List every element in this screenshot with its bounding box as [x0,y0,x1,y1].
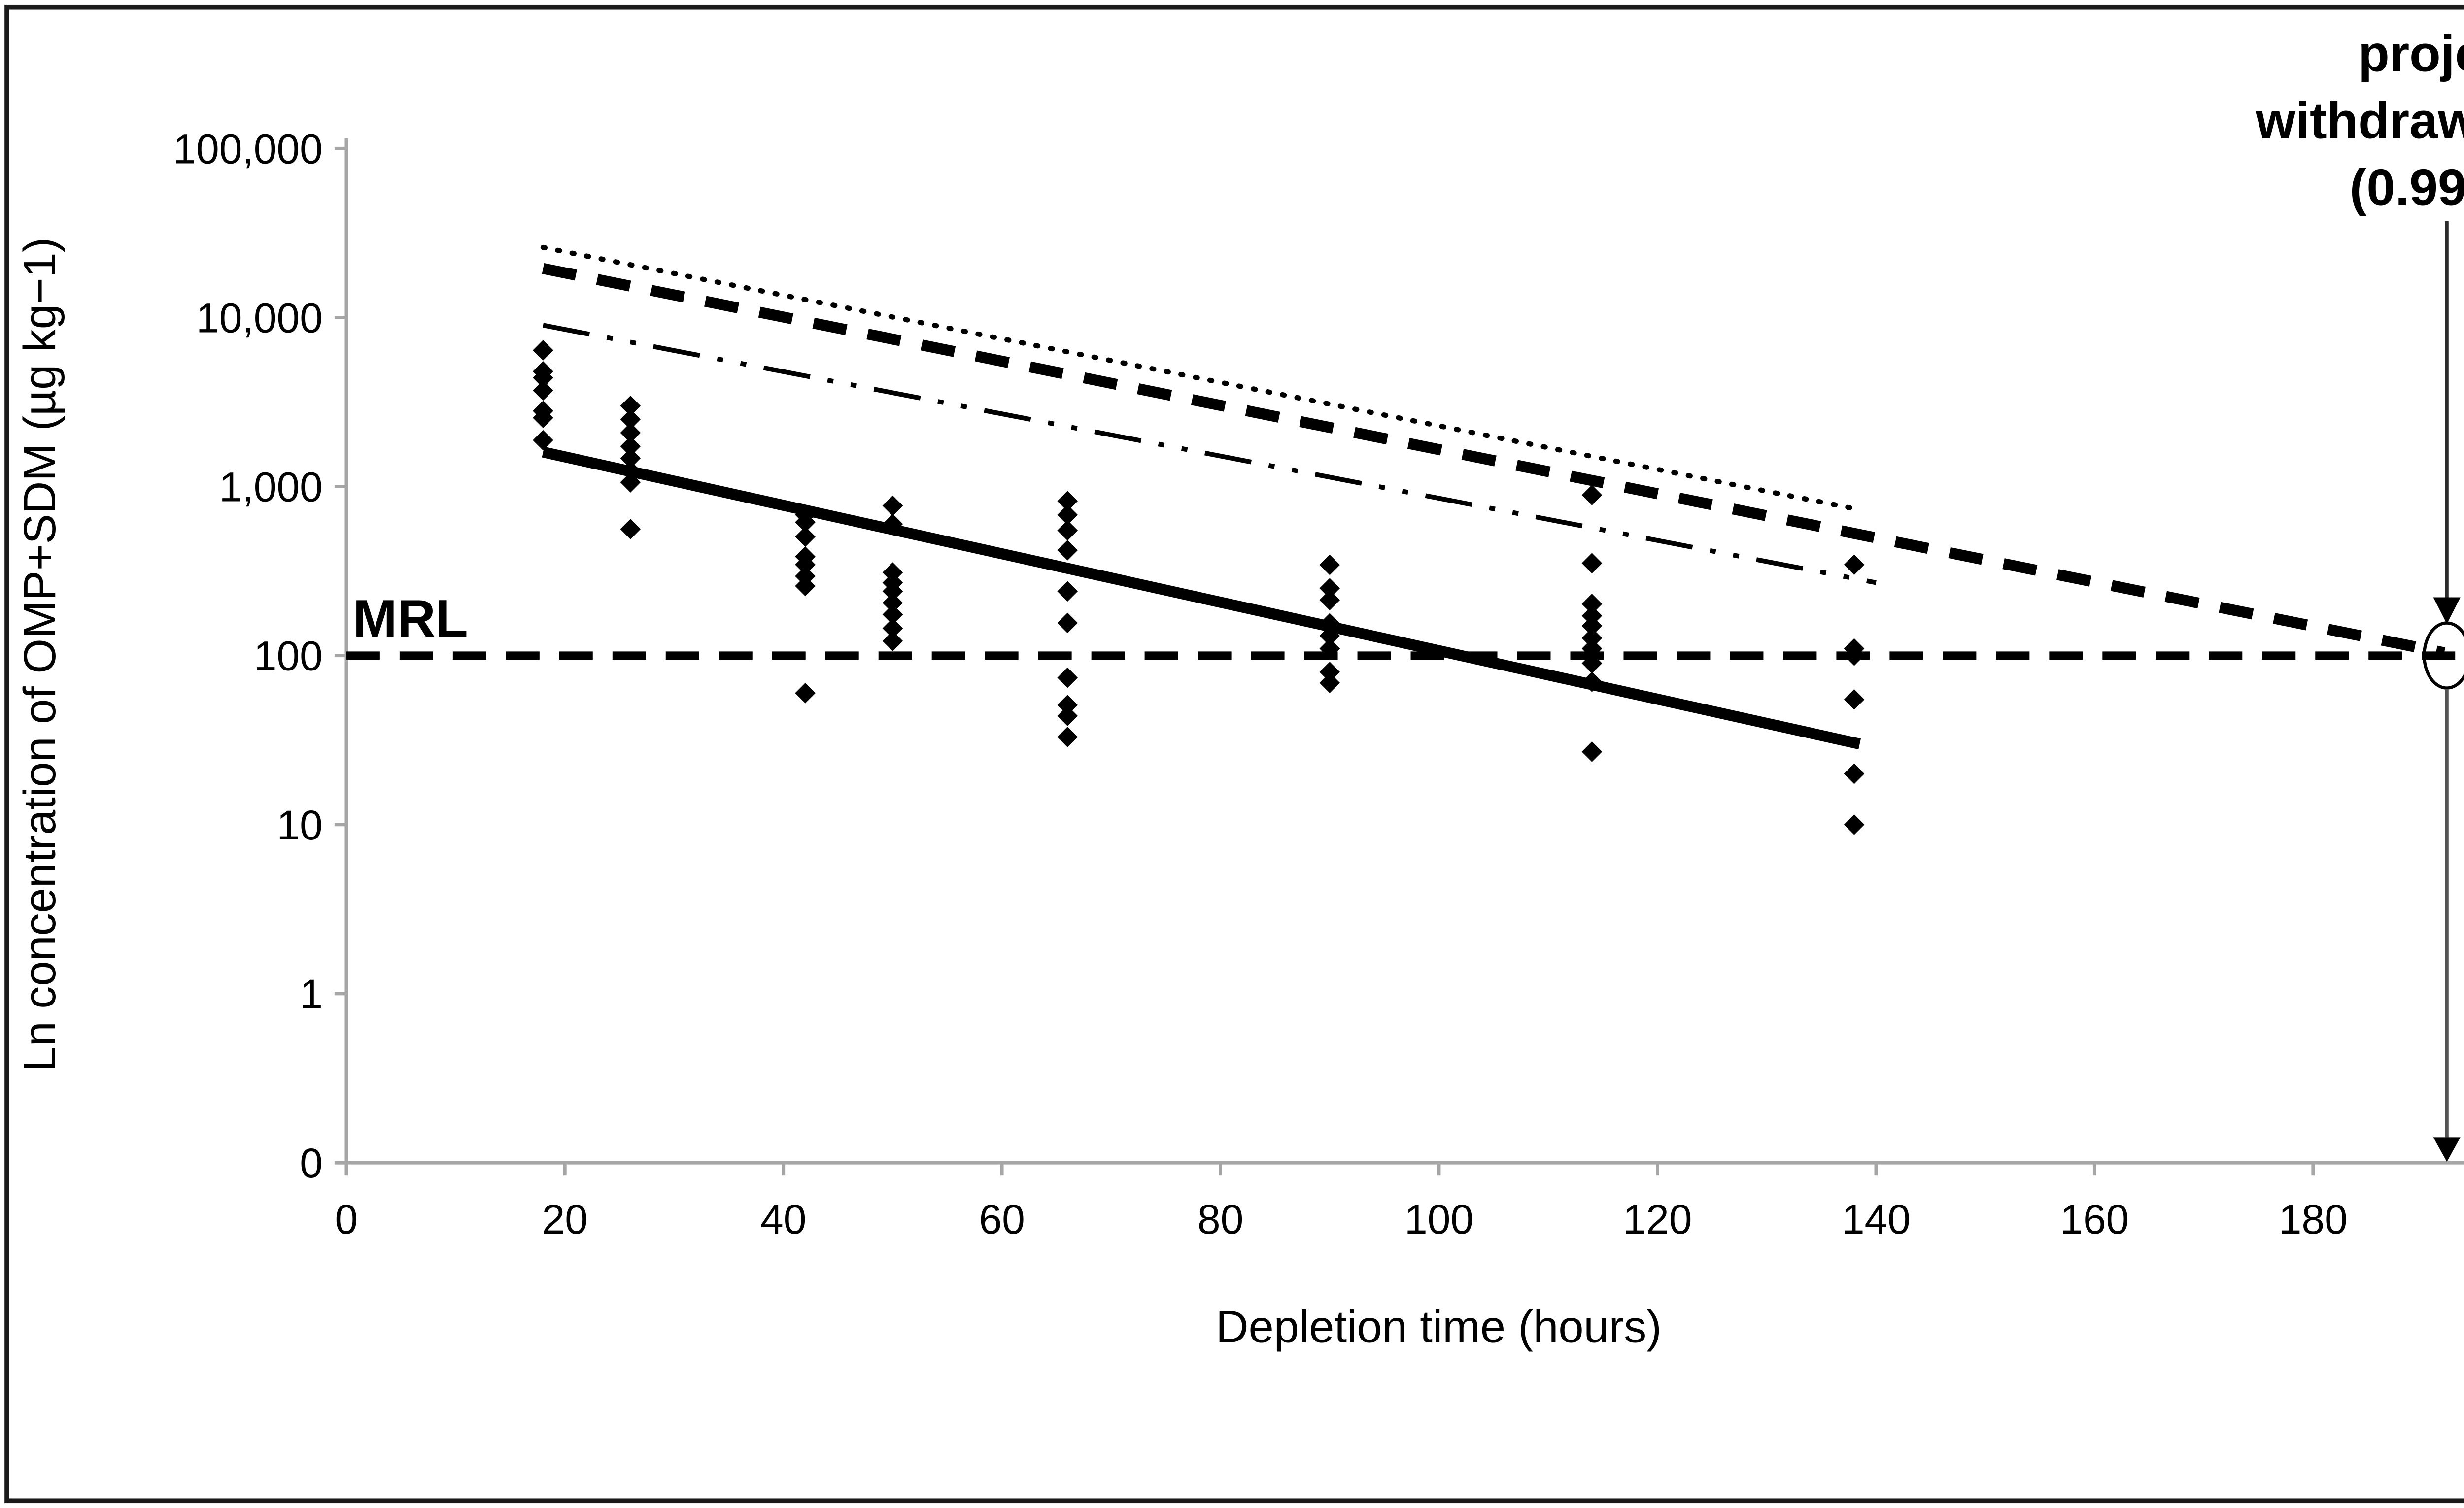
y-tick-label: 10,000 [196,295,323,341]
data-point-diamond [1844,554,1865,575]
data-point-diamond [1057,491,1078,511]
data-point-diamond [1057,705,1078,726]
data-point-diamond [1319,625,1340,646]
data-point-diamond [1057,695,1078,715]
data-point-diamond [1319,590,1340,610]
data-point-diamond [1057,504,1078,525]
y-tick-label: 1,000 [219,464,323,510]
annotation-title: projected withdrawal period (0.99/0.95) [2255,26,2464,217]
data-point-diamond [1057,667,1078,688]
data-point-diamond [620,409,641,430]
x-tick-label: 60 [979,1196,1025,1242]
data-point-diamond [1319,638,1340,659]
data-point-diamond [1057,581,1078,602]
data-point-diamond [620,422,641,443]
data-point-diamond [1844,645,1865,666]
data-point-diamond [882,581,903,602]
annotation-title-line2: withdrawal period [2255,93,2464,150]
series-line-0-99-0-99 [540,244,1857,511]
data-point-diamond [533,430,553,451]
data-point-diamond [1581,553,1603,573]
data-point-diamond [1319,613,1340,634]
data-point-diamond [1057,540,1078,561]
data-point-diamond [795,575,816,597]
data-point-diamond [882,592,903,613]
annotation-title-line3: (0.99/0.95) [2350,160,2464,217]
data-point-diamond [1057,520,1078,541]
data-point-diamond [1581,485,1603,505]
data-point-diamond [795,554,816,575]
data-point-diamond [795,526,816,547]
data-point-diamond [1057,727,1078,747]
data-point-diamond [882,604,903,625]
y-tick-label: 0 [300,1140,323,1186]
data-point-diamond [533,380,553,401]
series-line-0-95-0-95 [543,323,1877,585]
annotation-title-line1: projected [2358,26,2464,83]
data-point-diamond [620,519,641,539]
x-tick-label: 160 [2060,1196,2129,1242]
y-tick-label: 10 [276,802,322,848]
x-tick-label: 140 [1842,1196,1911,1242]
withdrawal-annotation [2423,221,2464,1162]
x-tick-label: 120 [1623,1196,1692,1242]
x-tick-label: 20 [542,1196,588,1242]
series-line-0-99-0-95 [542,263,2446,658]
data-point-diamond [533,367,553,388]
data-point-diamond [1319,578,1340,599]
data-point-diamond [620,436,641,457]
data-point-diamond [882,618,903,639]
data-point-diamond [1057,612,1078,634]
x-tick-label: 80 [1198,1196,1243,1242]
data-point-diamond [882,495,903,516]
figure-border [4,4,2464,1504]
data-point-diamond [1844,763,1865,784]
withdrawal-ellipse [2423,621,2464,690]
data-point-diamond [533,340,553,361]
data-point-diamond [1319,672,1340,693]
data-point-diamond [882,631,903,651]
data-point-diamond [1844,689,1865,710]
data-point-diamond [620,460,641,481]
arrowhead-down-icon [2433,597,2461,624]
data-point-diamond [1319,554,1340,575]
data-point-diamond [795,512,816,533]
y-axis-title: Ln concentration of OMP+SDM (µg kg−1) [15,237,65,1072]
data-point-diamond [533,407,553,428]
y-tick-label: 100,000 [173,126,323,172]
x-tick-label: 40 [760,1196,806,1242]
data-point-diamond [1319,662,1340,682]
y-tick-label: 100 [254,633,323,679]
mrl-label: MRL [353,589,468,648]
data-point-diamond [1581,741,1603,762]
arrowhead-down-icon [2433,1137,2461,1162]
data-point-diamond [1844,814,1865,835]
x-tick-label: 180 [2279,1196,2348,1242]
x-tick-label: 0 [335,1196,358,1242]
series-line-regression [542,446,1861,750]
data-point-diamond [882,513,903,535]
y-tick-label: 1 [300,971,323,1017]
x-tick-label: 100 [1404,1196,1473,1242]
data-point-diamond [795,683,816,704]
x-axis-title: Depletion time (hours) [1216,1302,1662,1352]
plot-area [346,244,2464,835]
